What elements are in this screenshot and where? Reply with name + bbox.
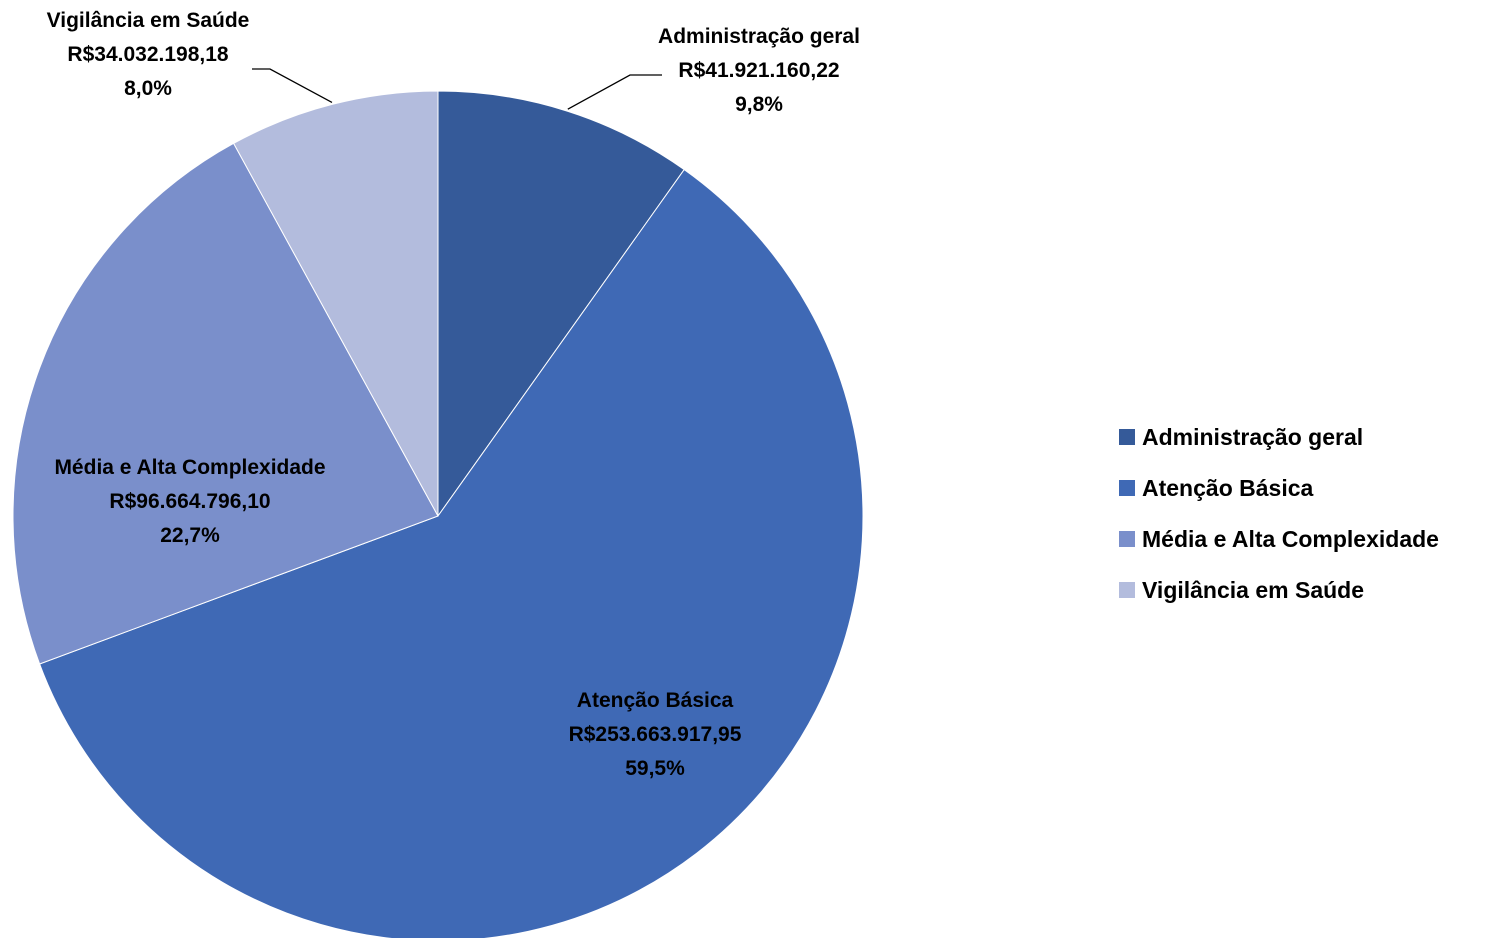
leader-line-administracao-geral [567,74,662,110]
data-label-name-vigilancia-em-saude: Vigilância em Saúde [47,9,250,32]
legend-label-media-e-alta-complexidade: Média e Alta Complexidade [1142,526,1439,552]
data-label-value-administracao-geral: R$41.921.160,22 [678,59,839,82]
pie-slice-atencao-basica [38,168,864,938]
data-label-name-administracao-geral: Administração geral [658,25,860,48]
pie-slice-media-e-alta-complexidade [12,142,439,665]
pie-slice-administracao-geral [437,90,685,518]
legend-swatch-atencao-basica [1119,480,1135,496]
data-label-value-vigilancia-em-saude: R$34.032.198,18 [67,43,228,66]
data-label-percent-administracao-geral: 9,8% [735,93,783,116]
data-label-value-atencao-basica: R$253.663.917,95 [569,723,742,746]
data-label-percent-vigilancia-em-saude: 8,0% [124,77,172,100]
data-label-percent-media-e-alta-complexidade: 22,7% [160,524,220,547]
leader-line-vigilancia-em-saude [252,68,333,103]
data-label-value-media-e-alta-complexidade: R$96.664.796,10 [109,490,270,513]
legend-label-atencao-basica: Atenção Básica [1142,475,1314,501]
legend-label-vigilancia-em-saude: Vigilância em Saúde [1142,577,1364,603]
data-label-name-media-e-alta-complexidade: Média e Alta Complexidade [54,456,325,479]
data-labels: Administração geral R$41.921.160,22 9,8% At… [47,9,860,780]
legend-swatch-media-e-alta-complexidade [1119,531,1135,547]
legend: Administração geral Atenção Básica Média e… [1119,424,1439,603]
leader-lines [252,68,662,110]
pie-slice-vigilancia-em-saude [232,90,439,517]
data-label-name-atencao-basica: Atenção Básica [577,689,734,712]
legend-swatch-administracao-geral [1119,429,1135,445]
data-label-percent-atencao-basica: 59,5% [625,757,685,780]
pie-slices [12,90,864,938]
legend-label-administracao-geral: Administração geral [1142,424,1363,450]
legend-swatch-vigilancia-em-saude [1119,582,1135,598]
